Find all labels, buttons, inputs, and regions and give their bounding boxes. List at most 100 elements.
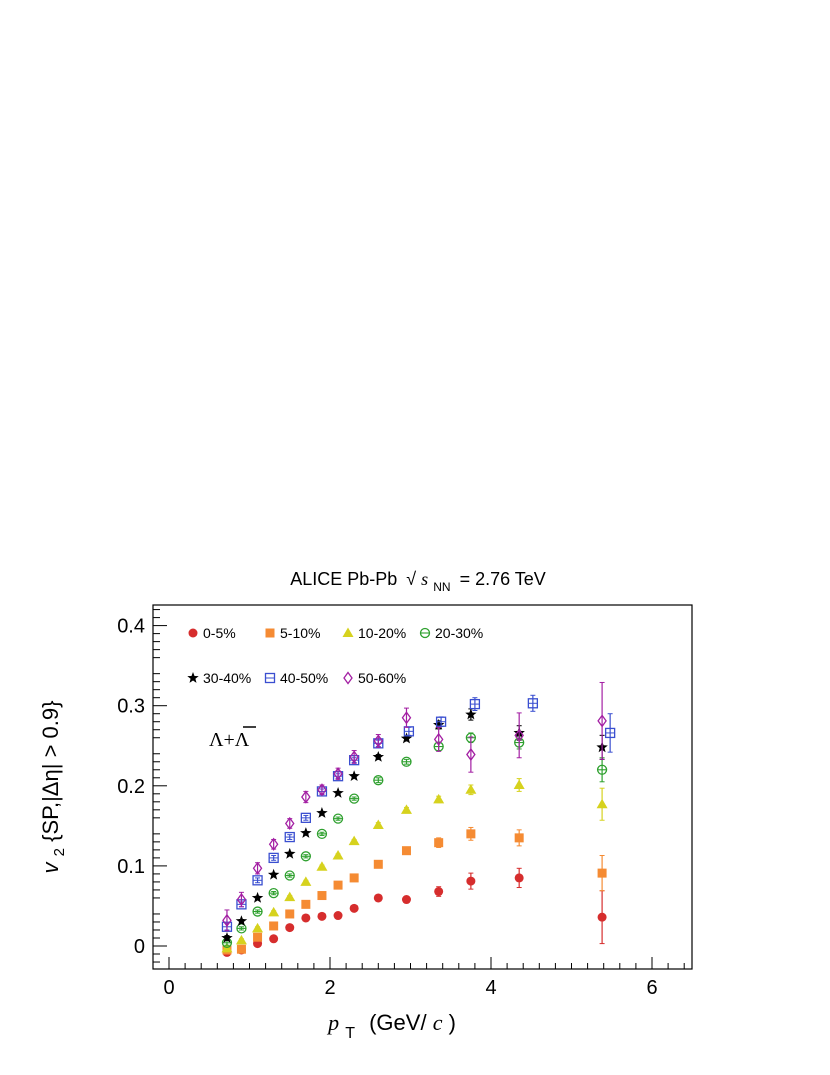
x-axis-unit-close: ) bbox=[449, 1010, 456, 1035]
data-point bbox=[373, 859, 383, 869]
legend-marker bbox=[419, 627, 431, 639]
data-point bbox=[373, 775, 384, 786]
marker-shape bbox=[251, 891, 264, 903]
data-point bbox=[236, 892, 247, 907]
marker-shape bbox=[514, 728, 524, 742]
legend-marker bbox=[265, 628, 275, 638]
marker-shape bbox=[301, 899, 311, 909]
marker-shape bbox=[433, 718, 445, 730]
data-point bbox=[401, 895, 411, 905]
data-point bbox=[604, 727, 616, 739]
x-tick-label: 2 bbox=[324, 977, 335, 999]
legend-entry: 50-60% bbox=[343, 670, 406, 686]
marker-shape bbox=[434, 887, 444, 897]
series-10-20% bbox=[221, 778, 608, 953]
marker-shape bbox=[284, 891, 296, 902]
data-point bbox=[301, 790, 311, 804]
marker-shape bbox=[300, 876, 312, 886]
data-point bbox=[317, 911, 327, 921]
marker-shape bbox=[268, 837, 279, 851]
legend-label: 5-10% bbox=[280, 625, 320, 641]
data-point bbox=[316, 861, 328, 871]
data-point bbox=[253, 932, 263, 942]
data-point bbox=[222, 913, 232, 927]
data-point bbox=[465, 784, 477, 794]
marker-shape bbox=[513, 779, 525, 789]
data-point bbox=[268, 887, 279, 899]
y-tick-label: 0 bbox=[134, 936, 145, 958]
data-point bbox=[401, 756, 412, 767]
x-tick-label: 6 bbox=[646, 977, 657, 999]
title-s: s bbox=[421, 569, 428, 589]
title-energy: = 2.76 TeV bbox=[460, 569, 546, 589]
marker-shape bbox=[597, 868, 607, 878]
data-point bbox=[469, 698, 481, 710]
data-point bbox=[596, 764, 608, 775]
data-point bbox=[349, 903, 359, 913]
marker-shape bbox=[235, 915, 248, 926]
data-point bbox=[300, 851, 312, 862]
data-point bbox=[348, 770, 360, 781]
data-point bbox=[235, 915, 248, 926]
marker-shape bbox=[433, 732, 444, 746]
axes-ticks: 0 2 4 6 0 0.1 0.2 0.3 0.4 bbox=[117, 609, 685, 999]
marker-shape bbox=[401, 711, 412, 725]
marker-shape bbox=[222, 913, 232, 927]
data-markers bbox=[221, 681, 616, 957]
marker-shape bbox=[433, 793, 445, 804]
data-point bbox=[300, 876, 312, 886]
data-point bbox=[597, 714, 607, 728]
data-point bbox=[236, 923, 247, 934]
marker-shape bbox=[317, 891, 327, 901]
data-point bbox=[269, 934, 279, 944]
data-point bbox=[300, 812, 312, 823]
data-point bbox=[316, 807, 328, 818]
data-point bbox=[433, 793, 445, 804]
marker-shape bbox=[372, 751, 384, 762]
data-point bbox=[465, 708, 477, 720]
legend-entry: 5-10% bbox=[265, 625, 320, 641]
data-point bbox=[435, 716, 447, 727]
x-axis-unit-open: (GeV/ bbox=[369, 1010, 427, 1035]
data-point bbox=[332, 849, 344, 860]
marker-shape bbox=[285, 923, 295, 933]
data-point bbox=[514, 728, 524, 742]
data-point bbox=[333, 767, 343, 781]
marker-shape bbox=[342, 627, 354, 637]
marker-shape bbox=[514, 833, 524, 843]
series-40-50% bbox=[221, 694, 616, 932]
title-experiment: ALICE Pb-Pb bbox=[290, 569, 397, 589]
marker-shape bbox=[514, 873, 524, 883]
data-point bbox=[434, 838, 444, 848]
data-point bbox=[317, 783, 327, 797]
marker-shape bbox=[348, 835, 360, 846]
marker-shape bbox=[434, 838, 444, 848]
legend: 0-5% 5-10% 10-20% 20-30% 30-40% 40-50% 50-60% bbox=[187, 625, 483, 686]
legend-label: 10-20% bbox=[358, 625, 406, 641]
legend-marker bbox=[188, 628, 198, 638]
x-tick-label: 4 bbox=[485, 977, 496, 999]
data-point bbox=[268, 837, 279, 851]
marker-shape bbox=[269, 921, 279, 931]
legend-entry: 30-40% bbox=[187, 670, 251, 686]
marker-shape bbox=[373, 734, 384, 748]
y-tick-label: 0.2 bbox=[117, 776, 145, 798]
marker-shape bbox=[188, 628, 198, 638]
marker-shape bbox=[301, 913, 311, 923]
marker-shape bbox=[466, 876, 476, 886]
x-axis-p: p bbox=[326, 1010, 339, 1035]
marker-shape bbox=[373, 859, 383, 869]
marker-shape bbox=[300, 827, 312, 838]
legend-entry: 10-20% bbox=[342, 625, 406, 641]
marker-shape bbox=[349, 750, 359, 764]
series-50-60% bbox=[222, 681, 607, 932]
legend-marker bbox=[342, 627, 354, 637]
data-point bbox=[433, 732, 444, 746]
title-nn: NN bbox=[433, 580, 450, 594]
legend-label: 20-30% bbox=[435, 625, 483, 641]
series-5-10% bbox=[222, 826, 607, 955]
title-sqrt: √ bbox=[406, 569, 416, 589]
data-point bbox=[466, 747, 476, 762]
data-point bbox=[349, 750, 359, 764]
marker-shape bbox=[349, 873, 359, 883]
